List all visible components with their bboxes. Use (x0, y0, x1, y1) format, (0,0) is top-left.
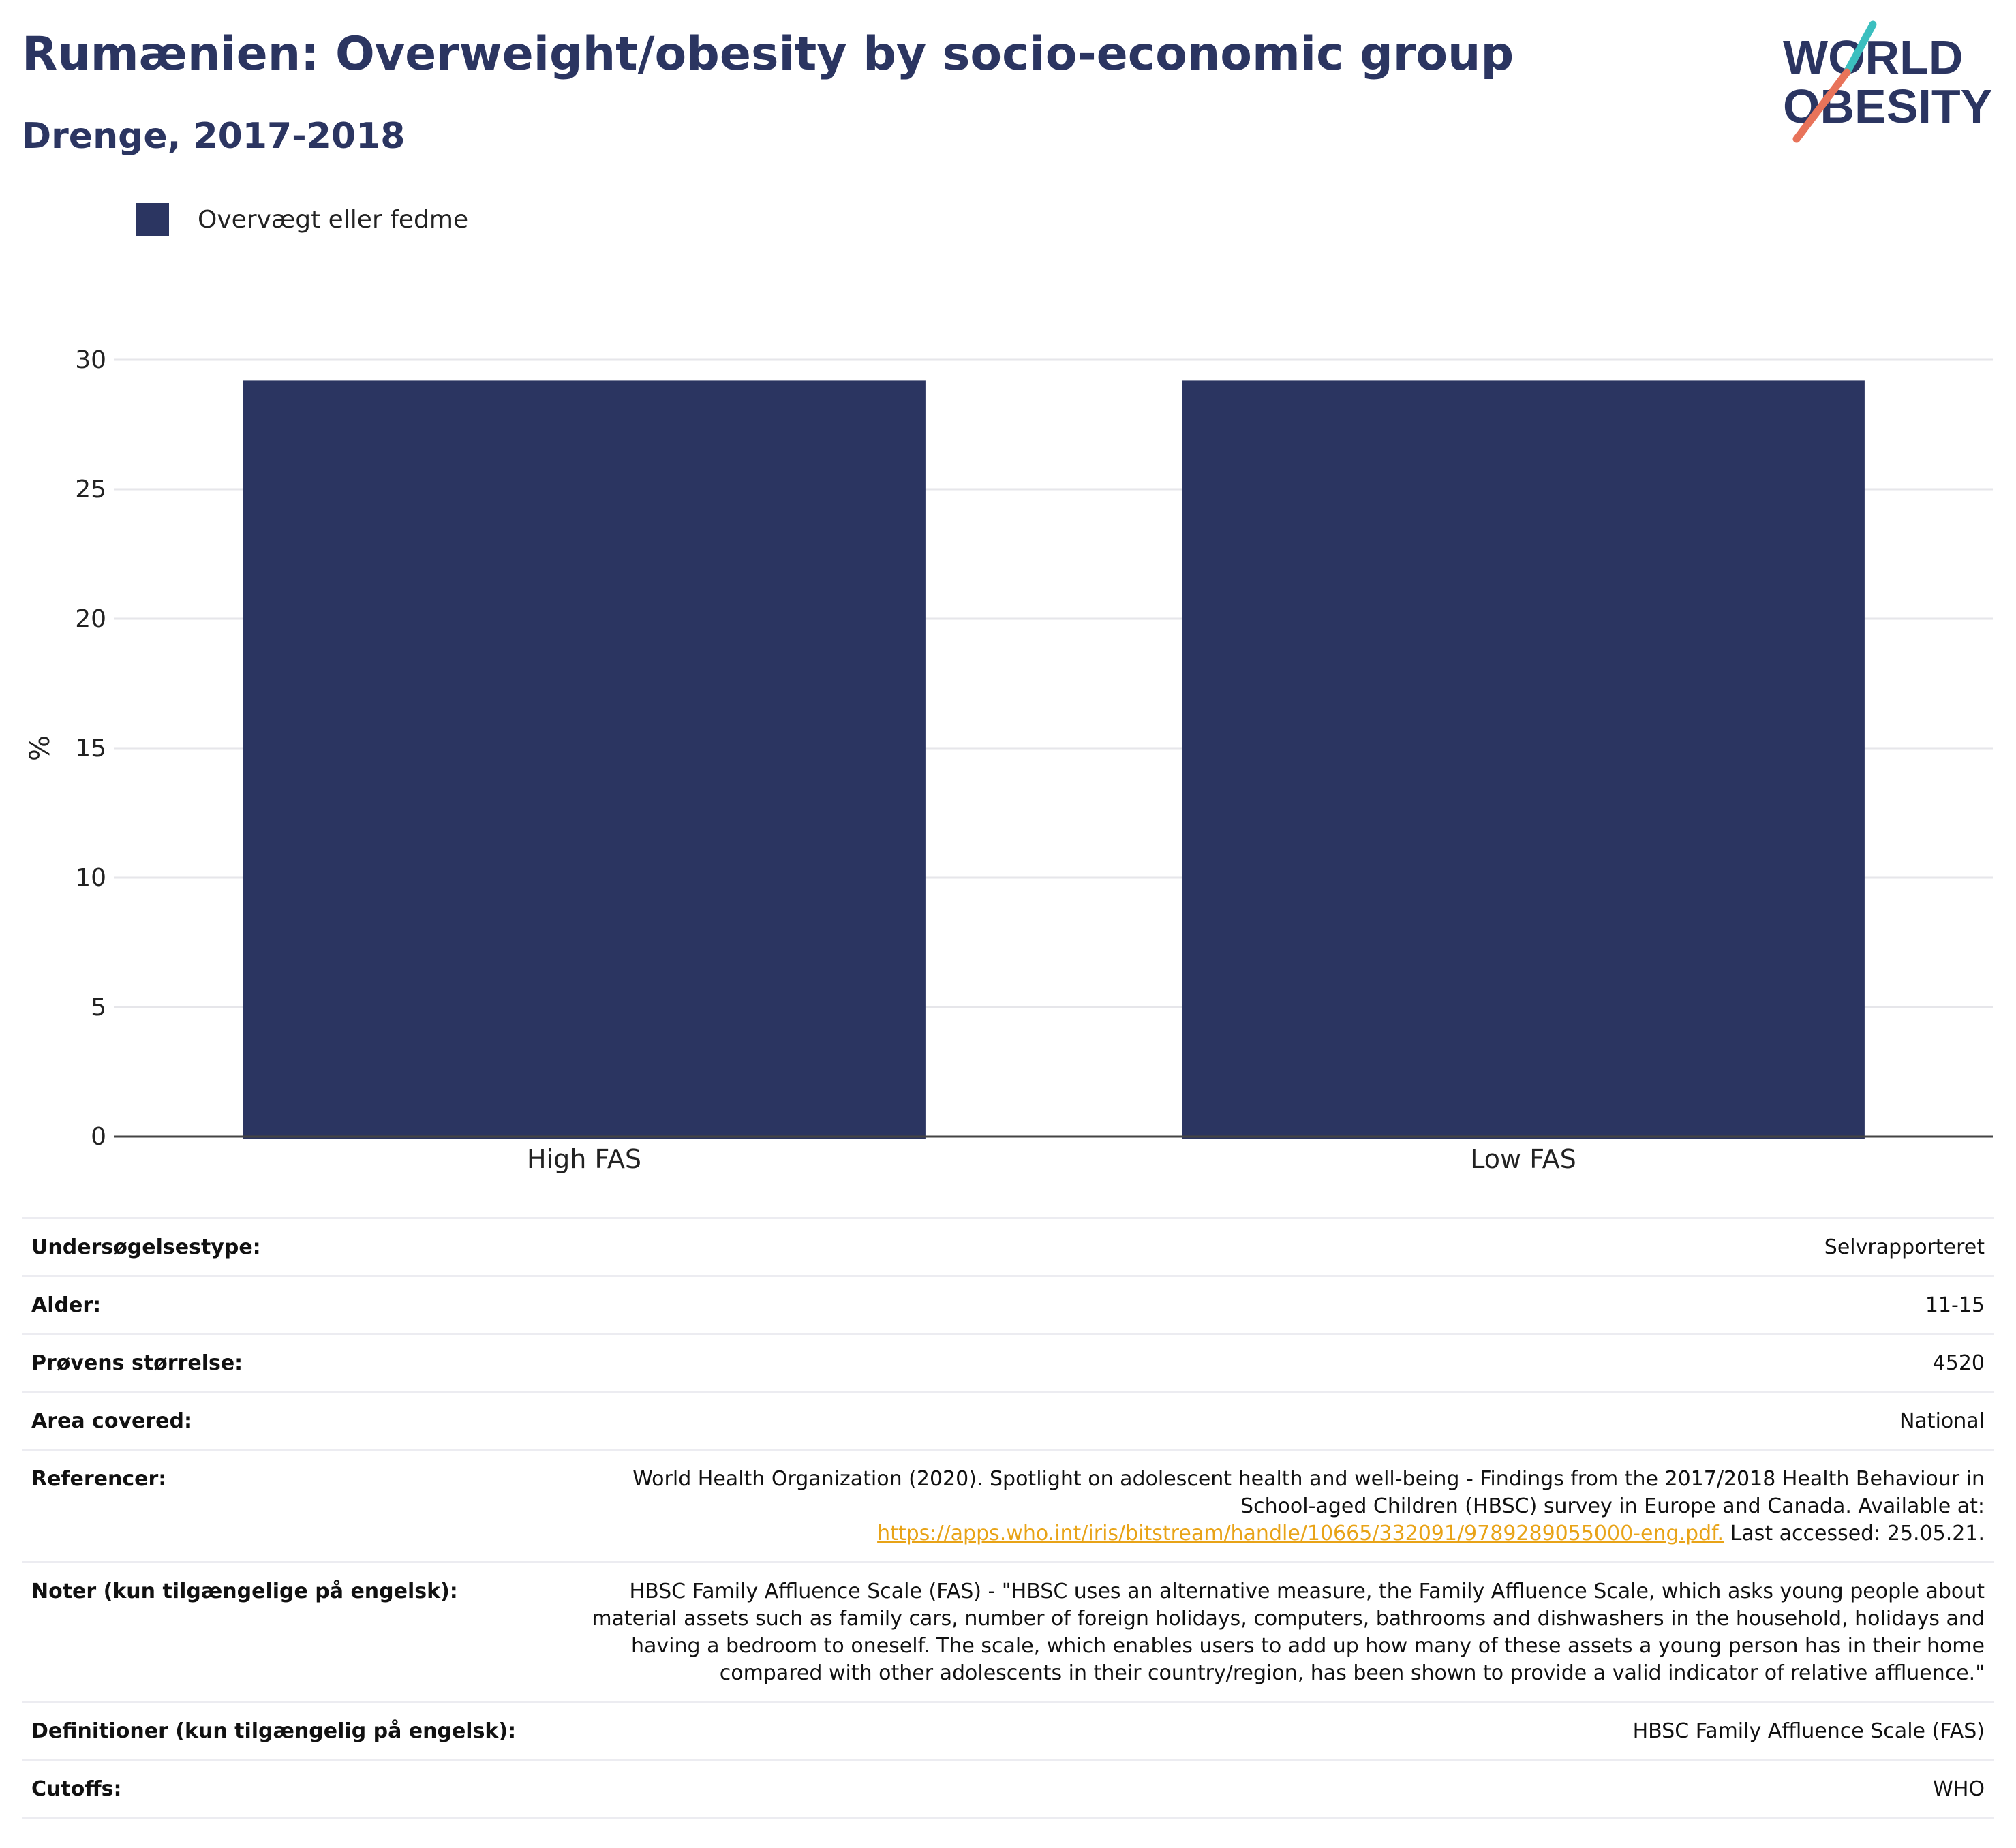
logo-line1: WORLD (1783, 31, 1963, 84)
reference-accessed: Last accessed: 25.05.21. (1724, 1522, 1985, 1545)
info-value: HBSC Family Affluence Scale (FAS) - "HBS… (559, 1562, 1994, 1702)
info-table: Undersøgelsestype: Selvrapporteret Alder… (22, 1217, 1994, 1819)
info-row-notes: Noter (kun tilgængelige på engelsk): HBS… (22, 1562, 1994, 1702)
reference-text: School-aged Children (HBSC) survey in Eu… (1240, 1494, 1985, 1518)
notes-text: compared with other adolescents in their… (719, 1661, 1985, 1685)
notes-text: HBSC Family Affluence Scale (FAS) - "HBS… (629, 1580, 1985, 1603)
bar (1182, 380, 1865, 1139)
legend-swatch (136, 203, 169, 236)
info-label: Definitioner (kun tilgængelig på engelsk… (31, 1719, 517, 1743)
info-row-survey-type: Undersøgelsestype: Selvrapporteret (22, 1218, 1994, 1276)
info-row-cutoffs: Cutoffs: WHO (22, 1759, 1994, 1818)
bar (243, 380, 926, 1139)
notes-text: material assets such as family cars, num… (592, 1607, 1985, 1631)
world-obesity-logo: WORLD OBESITY (1783, 20, 1992, 143)
y-tick-label: 20 (75, 605, 106, 633)
y-tick-label: 25 (75, 476, 106, 504)
info-row-definitions: Definitioner (kun tilgængelig på engelsk… (22, 1701, 1994, 1760)
reference-text: World Health Organization (2020). Spotli… (632, 1467, 1985, 1491)
y-tick-label: 5 (91, 994, 106, 1021)
info-value: 11-15 (1925, 1293, 1985, 1317)
info-row-age: Alder: 11-15 (22, 1276, 1994, 1334)
y-tick-label: 15 (75, 735, 106, 763)
info-row-area: Area covered: National (22, 1391, 1994, 1450)
logo-slash-top (1843, 20, 1877, 76)
chart-legend: Overvægt eller fedme (136, 203, 468, 236)
y-tick-label: 0 (91, 1123, 106, 1151)
info-label: Prøvens størrelse: (31, 1351, 243, 1375)
info-label: Cutoffs: (31, 1777, 122, 1801)
chart-title: Rumænien: Overweight/obesity by socio-ec… (22, 27, 1514, 81)
info-value: WHO (1933, 1777, 1985, 1801)
x-tick-label: High FAS (527, 1144, 641, 1174)
chart-subtitle: Drenge, 2017-2018 (22, 116, 406, 157)
bar-chart: 0 5 10 15 20 25 30% High FAS Low FAS (25, 346, 1993, 1174)
logo-slash-bottom (1792, 68, 1851, 143)
info-label: Undersøgelsestype: (31, 1235, 261, 1259)
y-axis-label: % (25, 735, 56, 761)
info-row-sample-size: Prøvens størrelse: 4520 (22, 1334, 1994, 1392)
legend-label: Overvægt eller fedme (198, 205, 469, 234)
info-row-references: Referencer: World Health Organization (2… (22, 1449, 1994, 1562)
info-value: National (1899, 1409, 1985, 1433)
y-tick-label: 30 (75, 346, 106, 374)
info-value: World Health Organization (2020). Spotli… (559, 1450, 1994, 1562)
info-label: Alder: (31, 1293, 102, 1317)
reference-link[interactable]: https://apps.who.int/iris/bitstream/hand… (877, 1522, 1724, 1545)
info-label: Noter (kun tilgængelige på engelsk): (31, 1580, 458, 1603)
info-label: Referencer: (31, 1467, 167, 1491)
info-value: Selvrapporteret (1824, 1235, 1985, 1259)
info-value: 4520 (1932, 1351, 1985, 1375)
y-tick-label: 10 (75, 864, 106, 892)
notes-text: having a bedroom to oneself. The scale, … (630, 1634, 1985, 1658)
info-value: HBSC Family Affluence Scale (FAS) (1632, 1719, 1985, 1743)
info-label: Area covered: (31, 1409, 192, 1433)
x-tick-label: Low FAS (1470, 1144, 1576, 1174)
